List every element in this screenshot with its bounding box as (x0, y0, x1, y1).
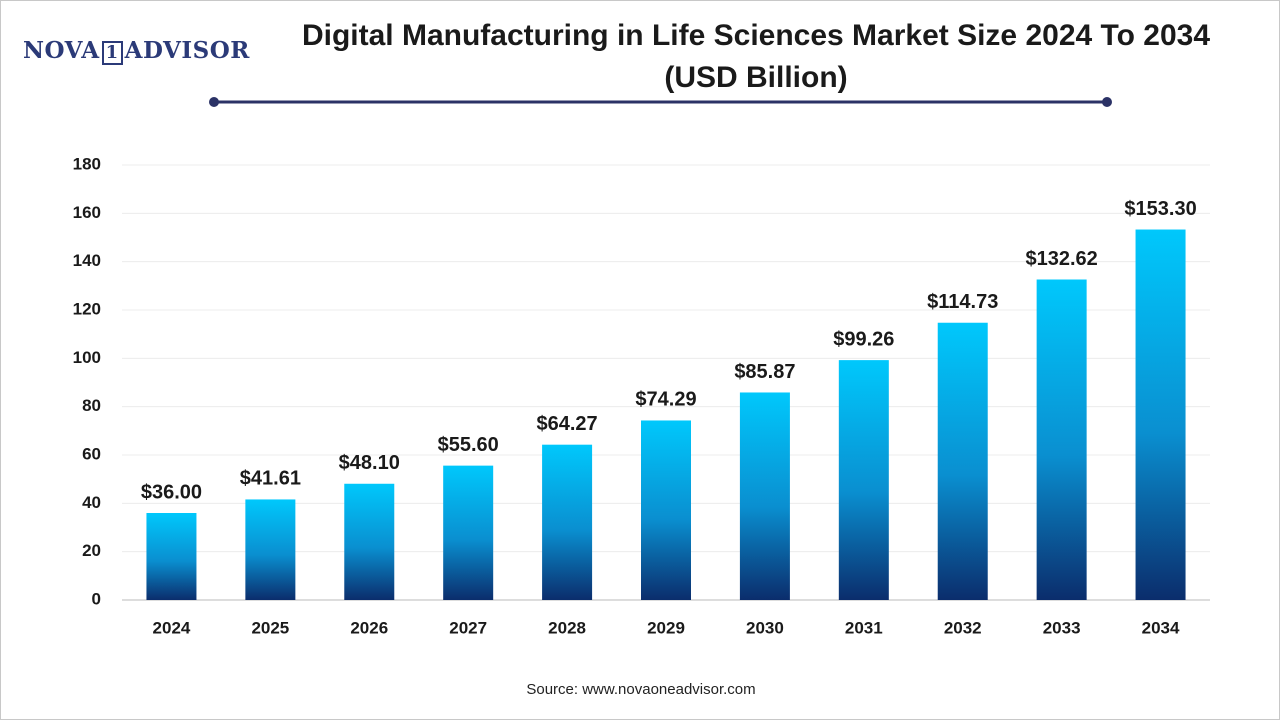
y-tick-label: 60 (82, 444, 101, 463)
bar (838, 360, 889, 600)
x-tick-label: 2028 (548, 618, 586, 637)
value-label: $153.30 (1124, 198, 1196, 220)
brand-logo: NOVA 1 ADVISOR (23, 37, 250, 65)
x-tick-label: 2029 (647, 618, 685, 637)
y-tick-label: 180 (73, 154, 101, 173)
y-tick-label: 20 (82, 541, 101, 560)
brand-right: ADVISOR (124, 37, 250, 64)
y-tick-label: 160 (73, 203, 101, 222)
bar (1135, 229, 1186, 600)
y-tick-label: 40 (82, 493, 101, 512)
value-label: $85.87 (734, 361, 795, 383)
value-label: $41.61 (240, 468, 301, 490)
value-label: $55.60 (438, 434, 499, 456)
brand-left: NOVA (23, 37, 100, 64)
y-tick-label: 100 (73, 348, 101, 367)
brand-mark: 1 (101, 41, 123, 65)
bar (739, 392, 790, 600)
rule-dot (1102, 97, 1112, 107)
x-tick-label: 2024 (153, 618, 191, 637)
x-tick-label: 2025 (251, 618, 289, 637)
y-tick-label: 80 (82, 396, 101, 415)
x-tick-label: 2033 (1043, 618, 1081, 637)
value-label: $114.73 (927, 291, 998, 313)
bar (542, 444, 593, 600)
bar (1036, 279, 1087, 600)
x-tick-label: 2026 (350, 618, 388, 637)
value-label: $48.10 (339, 452, 400, 474)
value-label: $74.29 (635, 389, 696, 411)
bar (245, 499, 296, 600)
bar (344, 483, 395, 600)
x-tick-label: 2030 (746, 618, 784, 637)
rule-dot (209, 97, 219, 107)
x-tick-label: 2031 (845, 618, 883, 637)
bar (641, 420, 691, 600)
x-tick-label: 2027 (449, 618, 487, 637)
value-label: $36.00 (141, 481, 202, 503)
bar (443, 465, 494, 600)
bar (937, 322, 988, 600)
value-label: $132.62 (1025, 248, 1097, 270)
y-tick-label: 120 (73, 299, 101, 318)
x-tick-label: 2034 (1142, 618, 1180, 637)
y-tick-label: 140 (73, 251, 101, 270)
bar (146, 513, 197, 600)
x-tick-label: 2032 (944, 618, 982, 637)
chart-title: Digital Manufacturing in Life Sciences M… (301, 19, 1211, 94)
source-note: Source: www.novaoneadvisor.com (526, 681, 756, 698)
value-label: $99.26 (833, 328, 894, 350)
value-label: $64.27 (537, 413, 598, 435)
y-tick-label: 0 (92, 589, 101, 608)
